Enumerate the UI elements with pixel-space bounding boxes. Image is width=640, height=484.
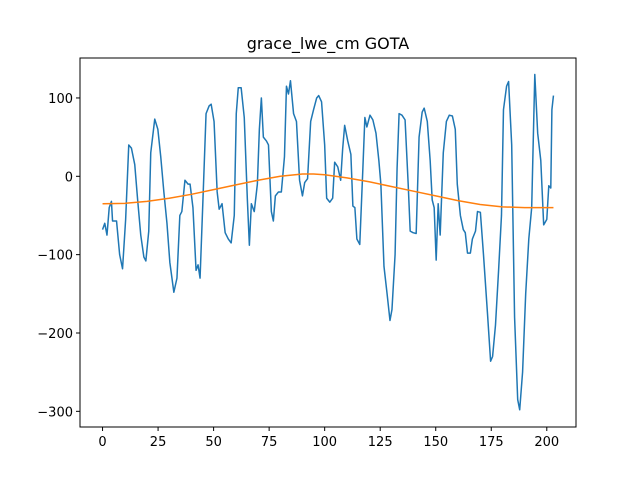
y-tick-label: 100 (48, 92, 73, 107)
chart-title: grace_lwe_cm GOTA (247, 34, 410, 54)
y-tick-label: 0 (65, 170, 73, 185)
x-tick-label: 100 (312, 435, 337, 450)
x-tick-label: 175 (479, 435, 504, 450)
line-series (102, 173, 554, 209)
x-tick-label: 75 (261, 435, 278, 450)
line-series (101, 73, 555, 411)
x-tick-label: 200 (534, 435, 559, 450)
x-tick-label: 150 (423, 435, 448, 450)
y-tick-label: −100 (37, 249, 73, 264)
x-tick-label: 125 (368, 435, 393, 450)
axes-frame (79, 57, 577, 428)
x-tick-label: 0 (98, 435, 106, 450)
y-tick-label: −300 (37, 405, 73, 420)
x-tick-label: 25 (150, 435, 167, 450)
y-tick-label: −200 (37, 327, 73, 342)
x-tick-label: 50 (205, 435, 222, 450)
